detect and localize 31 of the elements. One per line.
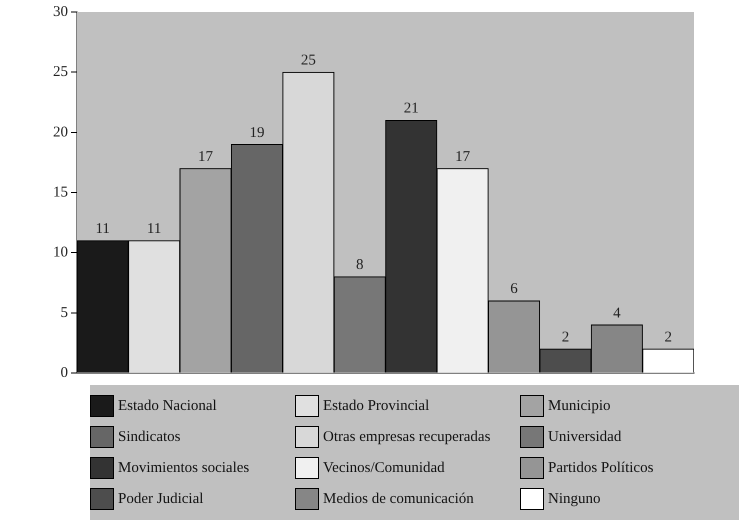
- y-tick-label: 10: [53, 244, 68, 261]
- legend-label: Movimientos sociales: [118, 460, 250, 476]
- data-label: 4: [613, 305, 622, 322]
- legend-label: Universidad: [548, 428, 622, 446]
- data-label: 6: [510, 281, 518, 298]
- data-label: 17: [455, 148, 471, 165]
- y-tick-label: 0: [60, 364, 68, 381]
- legend-label: Municipio: [548, 398, 610, 414]
- y-tick-label: 25: [53, 64, 68, 80]
- data-label: 19: [249, 124, 264, 141]
- legend-label: Otras empresas recuperadas: [323, 428, 490, 446]
- data-label: 21: [404, 100, 419, 117]
- legend-label: Estado Provincial: [323, 398, 430, 414]
- legend-label: Ninguno: [548, 490, 600, 508]
- data-label: 11: [146, 221, 162, 238]
- y-tick-label: 5: [60, 304, 68, 321]
- y-tick-label: 30: [53, 4, 68, 20]
- data-label: 17: [198, 148, 214, 165]
- data-label: 11: [95, 221, 110, 238]
- legend-label: Medios de comunicación: [323, 490, 474, 508]
- data-label: 8: [356, 257, 364, 274]
- data-label: 25: [300, 52, 316, 69]
- y-tick-label: 20: [53, 124, 68, 140]
- legend-label: Sindicatos: [118, 428, 180, 446]
- legend-label: Partidos Políticos: [548, 460, 654, 476]
- data-label: 2: [664, 329, 672, 346]
- legend-label: Vecinos/Comunidad: [323, 460, 445, 476]
- data-label: 2: [562, 329, 570, 346]
- legend-label: Estado Nacional: [118, 398, 217, 414]
- y-tick-label: 15: [53, 184, 68, 200]
- legend-label: Poder Judicial: [118, 490, 204, 508]
